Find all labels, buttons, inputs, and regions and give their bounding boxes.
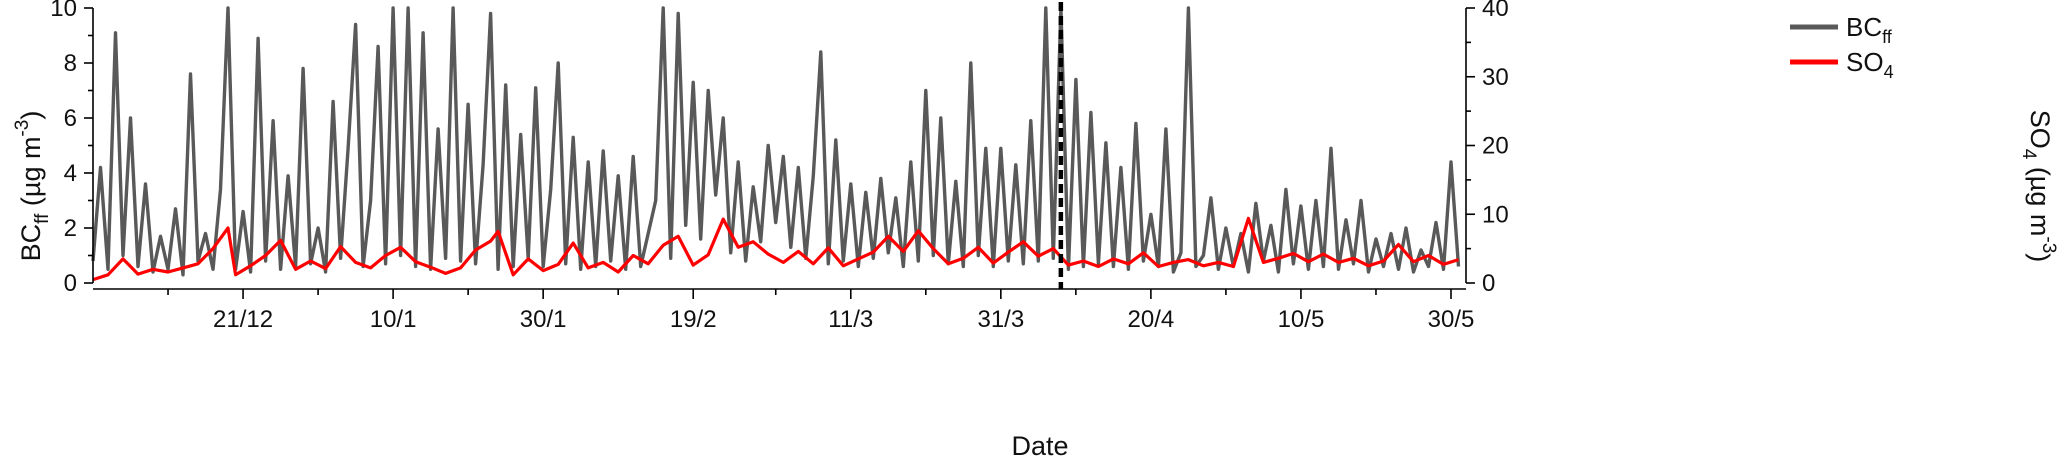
series-layer — [91, 6, 1461, 282]
y-right-tick-label: 30 — [1482, 64, 1509, 91]
y-right-title-sub: 4 — [2018, 149, 2039, 160]
x-tick-label: 30/5 — [1428, 306, 1475, 333]
y-right-title-close: ) — [2025, 253, 2055, 262]
y-right-axis-title: SO4 (µg m-3) — [2018, 110, 2059, 263]
series-line-bcff — [91, 6, 1461, 277]
x-tick-label: 10/5 — [1278, 306, 1325, 333]
x-tick-label: 11/3 — [828, 306, 873, 333]
series-line-so4 — [92, 216, 1459, 282]
axes-layer: 0 2 4 6 8 10 0 10 20 30 40 21/12 10/1 30/1 19/2 11/3 31/… — [50, 0, 1508, 333]
x-tick-label: 21/12 — [213, 306, 273, 333]
y-right-title-main: SO — [2025, 110, 2055, 149]
y-left-tick-label: 4 — [64, 160, 77, 187]
y-left-tick-label: 0 — [64, 270, 77, 297]
x-tick-label: 10/1 — [370, 306, 417, 333]
y-left-title-units: (µg m — [16, 137, 46, 214]
y-right-tick-label: 40 — [1482, 0, 1509, 22]
legend-label-bc-ff: BCff — [1846, 12, 1893, 47]
y-left-tick-label: 10 — [50, 0, 77, 22]
legend-so4-sub: 4 — [1884, 62, 1894, 82]
y-left-tick-label: 8 — [64, 50, 77, 77]
y-right-tick-label: 0 — [1482, 270, 1495, 297]
y-right-tick-label: 10 — [1482, 201, 1509, 228]
x-tick-label: 31/3 — [977, 306, 1024, 333]
legend-bc-main: BC — [1846, 12, 1882, 42]
legend-so4-main: SO — [1846, 47, 1884, 77]
y-left-axis-title: BCff (µg m-3) — [12, 111, 53, 262]
legend-bc-sub: ff — [1882, 27, 1893, 47]
y-left-tick-label: 6 — [64, 105, 77, 132]
y-right-title-exp: -3 — [2038, 236, 2059, 253]
x-tick-label: 20/4 — [1128, 306, 1175, 333]
y-left-title-main: BC — [16, 224, 46, 262]
y-left-title-exp: -3 — [12, 120, 33, 137]
y-right-tick-label: 20 — [1482, 133, 1509, 160]
y-left-tick-label: 2 — [64, 215, 77, 242]
x-axis-title: Date — [1011, 431, 1068, 461]
y-left-title-sub: ff — [32, 213, 53, 224]
legend: BCff SO4 — [1790, 12, 1894, 82]
x-tick-label: 30/1 — [520, 306, 567, 333]
y-left-title-close: ) — [16, 111, 46, 120]
legend-label-so4: SO4 — [1846, 47, 1894, 82]
x-tick-label: 19/2 — [670, 306, 717, 333]
y-right-title-units: (µg m — [2025, 159, 2055, 236]
